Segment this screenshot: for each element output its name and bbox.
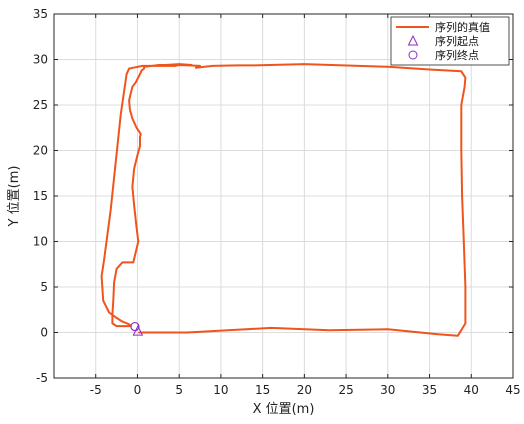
x-tick-label: 35 xyxy=(422,383,437,397)
legend-triangle-swatch xyxy=(407,34,419,46)
axis-ticks: -5 0 5 10 15 20 25 30 35 40 45 -5 0 5 10 15 20 25 30 35 xyxy=(33,7,521,397)
end-point-marker xyxy=(130,321,140,332)
x-tick-label: 40 xyxy=(464,383,479,397)
x-tick-label: 25 xyxy=(338,383,353,397)
x-tick-label: -5 xyxy=(90,383,102,397)
y-tick-label: 5 xyxy=(40,280,48,294)
y-tick-label: -5 xyxy=(36,371,48,385)
x-axis-label: X 位置(m) xyxy=(253,402,315,417)
markers-layer xyxy=(130,321,144,336)
legend-circle-swatch xyxy=(408,50,418,60)
y-tick-label: 0 xyxy=(40,326,48,340)
y-tick-label: 30 xyxy=(33,53,48,67)
y-tick-label: 10 xyxy=(33,235,48,249)
x-tick-label: 5 xyxy=(175,383,183,397)
legend-entry-end-point: 序列终点 xyxy=(435,48,479,62)
y-tick-label: 15 xyxy=(33,189,48,203)
trajectory-line xyxy=(100,63,467,337)
series-layer xyxy=(100,63,467,337)
x-tick-label: 30 xyxy=(380,383,395,397)
legend-entry-true-value: 序列的真值 xyxy=(435,20,490,34)
y-tick-label: 35 xyxy=(33,7,48,21)
legend: 序列的真值 序列起点 序列终点 xyxy=(390,16,510,66)
x-tick-label: 15 xyxy=(255,383,270,397)
x-tick-label: 45 xyxy=(505,383,520,397)
legend-entry-start-point: 序列起点 xyxy=(435,34,479,48)
y-tick-label: 20 xyxy=(33,144,48,158)
x-tick-label: 10 xyxy=(213,383,228,397)
y-tick-label: 25 xyxy=(33,98,48,112)
x-tick-label: 20 xyxy=(297,383,312,397)
y-axis-label: Y 位置(m) xyxy=(7,166,22,228)
x-tick-label: 0 xyxy=(134,383,142,397)
